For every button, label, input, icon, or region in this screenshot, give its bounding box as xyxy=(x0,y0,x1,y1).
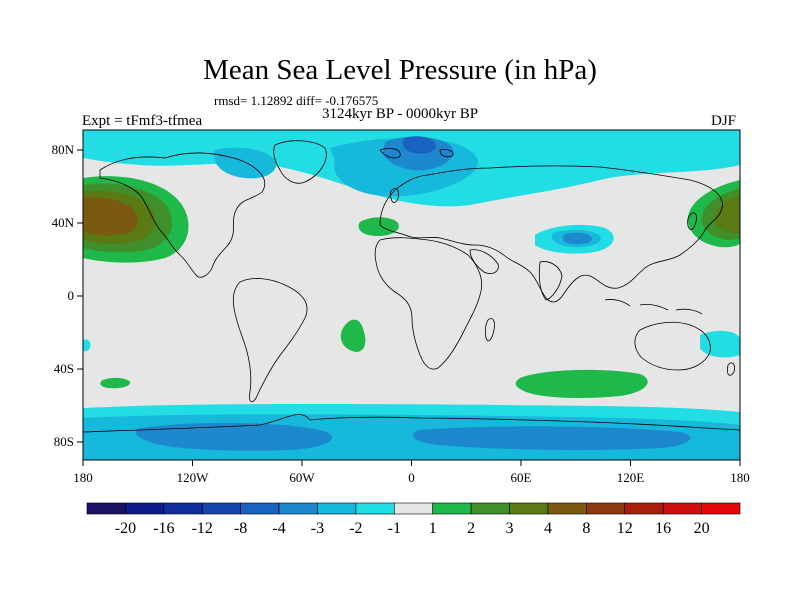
lon-label: 120E xyxy=(617,470,645,485)
colorbar-swatch xyxy=(125,502,165,515)
colorbar-label: 12 xyxy=(616,520,633,537)
colorbar-label: -1 xyxy=(387,520,401,537)
lon-label: 180 xyxy=(73,470,93,485)
colorbar-swatch xyxy=(201,502,241,515)
southern-low-east xyxy=(412,426,691,451)
colorbar-label: -2 xyxy=(349,520,363,537)
colorbar-label: -3 xyxy=(310,520,325,537)
lat-label: 40N xyxy=(52,215,75,230)
colorbar-swatch xyxy=(701,502,741,515)
lat-label: 80S xyxy=(54,434,74,449)
colorbar-swatch xyxy=(278,502,318,515)
colorbar-label: 4 xyxy=(543,520,552,537)
colorbar-swatch xyxy=(86,502,126,515)
colorbar-swatch xyxy=(163,502,203,515)
colorbar-label: -20 xyxy=(114,520,137,537)
pacific-high-east-core xyxy=(713,195,740,233)
colorbar-label: 8 xyxy=(582,520,591,537)
stats-text: rmsd= 1.12892 diff= -0.176575 xyxy=(214,93,379,108)
season-label: DJF xyxy=(711,113,737,129)
lon-label: 120W xyxy=(177,470,210,485)
colorbar-label: -4 xyxy=(272,520,286,537)
colorbar-swatch xyxy=(624,502,664,515)
west-edge-low xyxy=(83,339,91,352)
lon-label: 0 xyxy=(408,470,415,485)
lat-label: 40S xyxy=(54,361,74,376)
colorbar-swatch xyxy=(432,502,472,515)
colorbar-label: -8 xyxy=(233,520,248,537)
colorbar-swatch xyxy=(586,502,626,515)
map-field xyxy=(83,130,740,460)
lon-label: 60W xyxy=(289,470,315,485)
colorbar xyxy=(86,502,741,515)
south-pacific-high xyxy=(100,377,131,389)
colorbar-swatch xyxy=(470,502,510,515)
colorbar-swatch xyxy=(509,502,549,515)
chart-title: Mean Sea Level Pressure (in hPa) xyxy=(203,54,597,86)
colorbar-label: 2 xyxy=(467,520,476,537)
colorbar-swatch xyxy=(393,502,434,515)
indian-ocean-high xyxy=(515,369,648,398)
colorbar-label: 20 xyxy=(693,520,710,537)
atlantic-high xyxy=(358,217,399,236)
period-label: 3124kyr BP - 0000kyr BP xyxy=(322,106,479,122)
coastlines xyxy=(83,140,740,433)
southern-low-core xyxy=(135,422,333,451)
colorbar-swatch xyxy=(317,502,357,515)
colorbar-swatch xyxy=(240,502,280,515)
colorbar-label: 3 xyxy=(505,520,514,537)
colorbar-label: -16 xyxy=(153,520,175,537)
asia-low-core xyxy=(562,232,593,245)
colorbar-label: 1 xyxy=(428,520,437,537)
arctic-low-center xyxy=(402,136,437,154)
lat-label: 80N xyxy=(52,142,75,157)
longitude-axis: 180 120W 60W 0 60E 120E 180 xyxy=(73,460,750,485)
lon-label: 60E xyxy=(511,470,532,485)
latitude-axis: 80N 40N 0 40S 80S xyxy=(52,142,83,449)
lon-label: 180 xyxy=(730,470,750,485)
labrador-low xyxy=(214,147,276,179)
south-atlantic-high xyxy=(340,319,366,352)
colorbar-swatch xyxy=(662,502,702,515)
colorbar-swatch xyxy=(355,502,395,515)
pacific-high-west-core xyxy=(83,197,138,236)
lat-label: 0 xyxy=(68,288,75,303)
experiment-label: Expt = tFmf3-tfmea xyxy=(82,113,203,129)
colorbar-label: 16 xyxy=(655,520,672,537)
colorbar-label: -12 xyxy=(191,520,213,537)
colorbar-swatch xyxy=(547,502,587,515)
